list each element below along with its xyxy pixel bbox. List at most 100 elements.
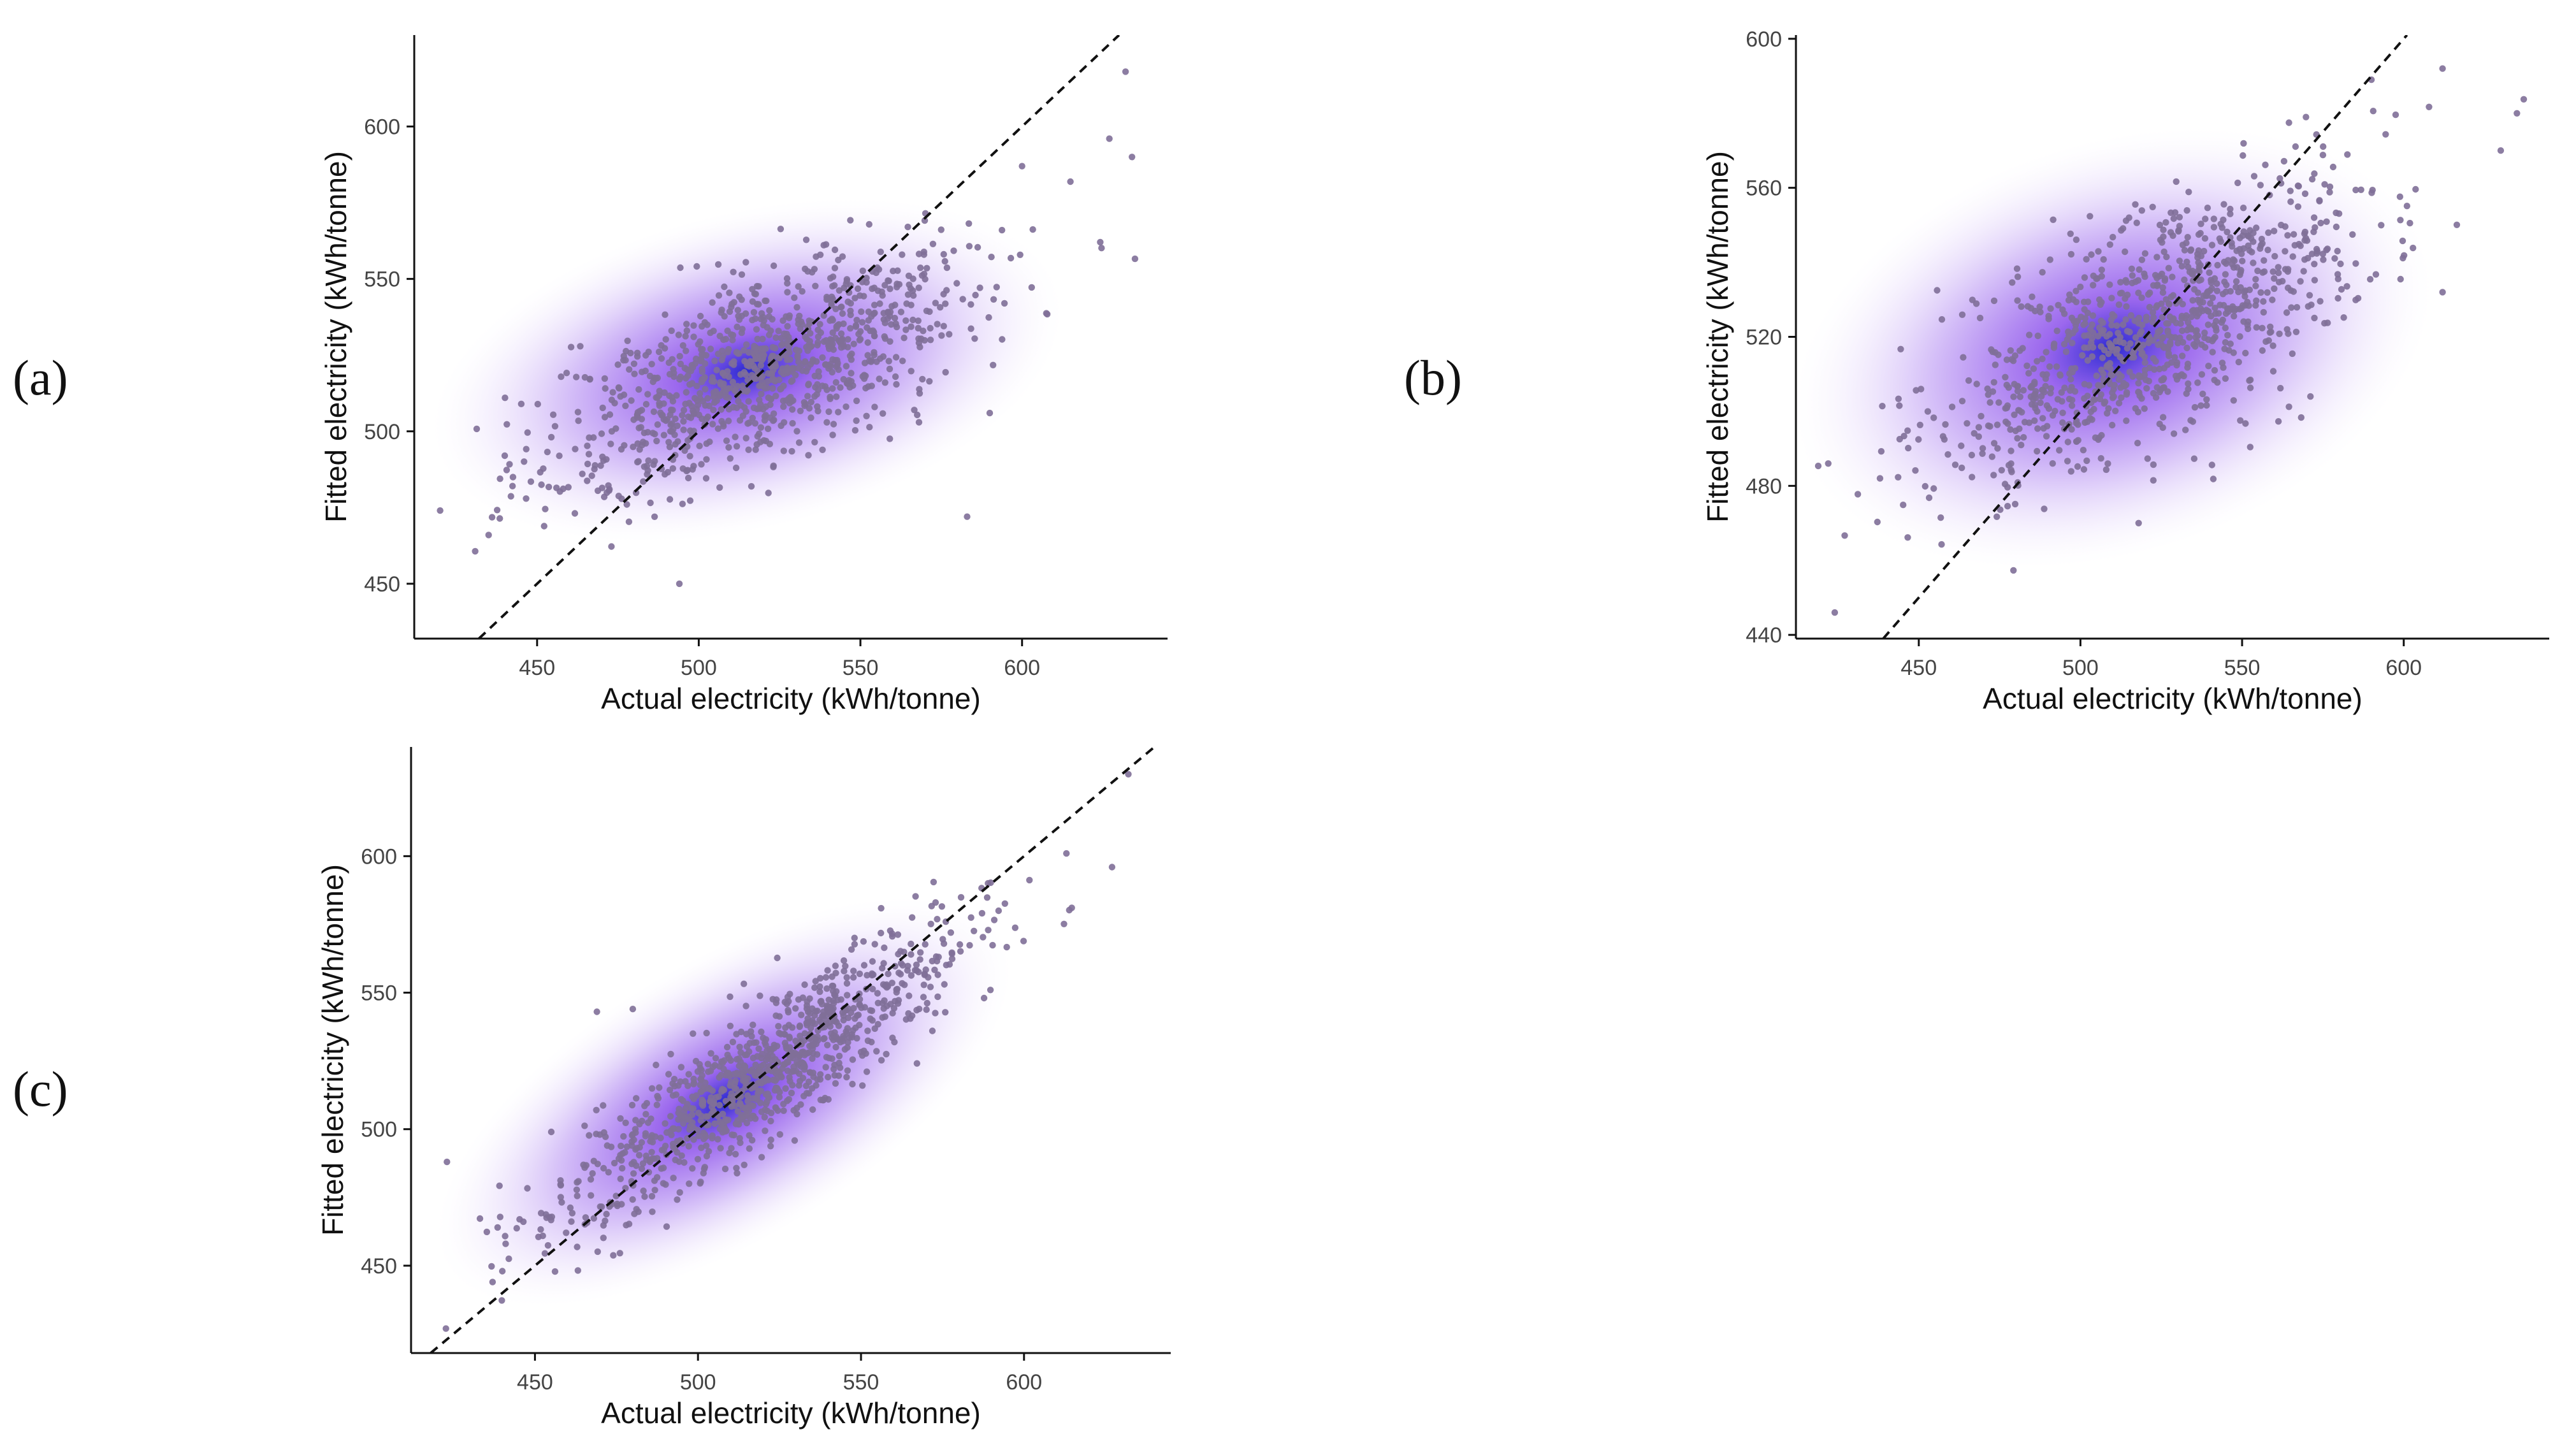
data-point	[2310, 214, 2318, 221]
data-point	[899, 251, 906, 258]
data-point	[2269, 368, 2277, 375]
data-point	[676, 1189, 683, 1196]
data-point	[2169, 232, 2176, 239]
data-point	[743, 1051, 751, 1059]
data-point	[2311, 261, 2318, 268]
data-point	[2210, 475, 2217, 482]
data-point	[2053, 363, 2060, 370]
data-point	[2222, 375, 2229, 382]
data-point	[1878, 448, 1885, 455]
data-point	[966, 243, 973, 250]
data-point	[2067, 250, 2075, 258]
data-point	[864, 352, 871, 359]
data-point	[851, 934, 858, 941]
data-point	[774, 1107, 781, 1114]
data-point	[743, 1119, 751, 1127]
data-point	[496, 1182, 503, 1189]
data-point	[616, 1250, 623, 1257]
data-point	[804, 393, 811, 400]
data-point	[628, 1101, 636, 1109]
data-point	[769, 417, 777, 424]
data-point	[2235, 288, 2242, 296]
data-point	[756, 1066, 763, 1074]
data-point	[2141, 250, 2149, 257]
data-point	[2439, 289, 2446, 296]
data-point	[2081, 306, 2088, 313]
data-point	[2150, 477, 2157, 484]
data-point	[2039, 415, 2046, 422]
data-point	[2176, 334, 2183, 342]
data-point	[2011, 411, 2018, 418]
data-point	[1841, 532, 1848, 539]
data-point	[728, 331, 735, 338]
data-point	[755, 1087, 763, 1095]
data-point	[687, 414, 695, 421]
data-point	[651, 1187, 658, 1194]
data-point	[871, 403, 878, 410]
data-point	[2159, 239, 2166, 246]
data-point	[819, 382, 826, 389]
data-point	[2141, 405, 2148, 412]
data-point	[709, 1134, 716, 1142]
data-point	[573, 1186, 581, 1194]
data-point	[2406, 219, 2413, 227]
data-point	[655, 1095, 662, 1102]
data-point	[2247, 444, 2254, 451]
data-point	[738, 271, 746, 278]
data-point	[829, 283, 836, 290]
data-point	[762, 1036, 770, 1043]
data-point	[938, 332, 945, 339]
data-point	[2088, 353, 2096, 360]
data-point	[2204, 308, 2211, 315]
data-point	[716, 333, 723, 340]
data-point	[812, 1008, 820, 1015]
data-point	[668, 327, 675, 335]
data-point	[594, 1248, 601, 1256]
data-point	[693, 397, 701, 404]
data-point	[645, 457, 652, 464]
data-point	[729, 379, 737, 386]
data-point	[662, 1142, 669, 1150]
data-point	[772, 334, 779, 341]
data-point	[894, 1000, 902, 1007]
data-point	[2284, 284, 2292, 291]
data-point	[2016, 407, 2023, 414]
data-point	[2236, 272, 2243, 279]
data-point	[2259, 347, 2266, 354]
data-point	[483, 1228, 491, 1236]
data-point	[864, 972, 871, 979]
data-point	[2397, 275, 2404, 283]
data-point	[892, 373, 899, 380]
data-point	[1995, 399, 2002, 406]
data-point	[2237, 417, 2244, 424]
data-point	[2088, 416, 2095, 423]
data-point	[791, 1049, 798, 1057]
data-point	[2194, 379, 2201, 386]
data-point	[677, 373, 684, 380]
data-point	[574, 409, 582, 416]
data-point	[799, 994, 807, 1001]
data-point	[742, 1003, 749, 1010]
data-point	[902, 1016, 910, 1023]
data-point	[689, 1119, 696, 1126]
data-point	[2303, 113, 2310, 120]
data-point	[666, 371, 674, 378]
data-point	[653, 1174, 661, 1181]
data-point	[788, 398, 795, 405]
data-point	[677, 1064, 685, 1071]
data-point	[630, 444, 637, 451]
data-point	[2264, 247, 2271, 254]
data-point	[879, 964, 886, 972]
data-point	[2321, 181, 2328, 188]
data-point	[734, 323, 741, 331]
data-point	[805, 1078, 813, 1085]
data-point	[2308, 176, 2316, 183]
data-point	[2297, 242, 2304, 249]
data-point	[2051, 340, 2058, 347]
data-point	[873, 1048, 880, 1055]
data-point	[2023, 362, 2030, 370]
data-point	[2032, 402, 2039, 409]
data-point	[827, 1023, 834, 1030]
data-point	[846, 384, 853, 391]
data-point	[2202, 215, 2209, 222]
